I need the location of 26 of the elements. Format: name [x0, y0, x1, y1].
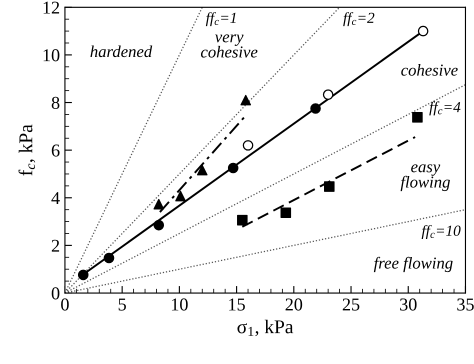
x-tick-label: 25 — [342, 298, 360, 311]
x-tick-label: 0 — [61, 298, 69, 311]
y-tick-label: 10 — [44, 49, 60, 62]
annotation: cohesive — [401, 64, 458, 76]
annotation: hardened — [90, 45, 152, 58]
series-label: ff$_{c}$=2 — [343, 12, 374, 26]
series-label: ff$_{c}$=10 — [422, 224, 461, 239]
y-tick-label: 4 — [51, 192, 60, 204]
annotation: free flowing — [374, 256, 453, 272]
x-axis-title: σ$_{1}$, kPa — [237, 320, 294, 336]
x-tick-label: 10 — [172, 298, 188, 311]
x-tick-label: 15 — [229, 298, 245, 311]
y-tick-label: 6 — [52, 144, 60, 157]
y-tick-label: 0 — [52, 287, 60, 300]
x-tick-label: 30 — [400, 298, 417, 311]
annotation: easy flowing — [400, 164, 450, 192]
series-label: ff$_{c}$=1 — [206, 12, 236, 26]
annotation: very cohesive — [200, 34, 258, 58]
series-label: ff$_{c}$=4 — [429, 101, 460, 116]
y-tick-label: 12 — [44, 2, 60, 14]
x-tick-label: 5 — [118, 298, 126, 311]
y-tick-label: 8 — [52, 96, 60, 109]
y-axis-title: f$_{c}$, kPa — [18, 124, 36, 176]
x-tick-label: 35 — [457, 298, 474, 311]
x-tick-label: 20 — [286, 298, 302, 311]
y-tick-label: 2 — [52, 240, 60, 252]
